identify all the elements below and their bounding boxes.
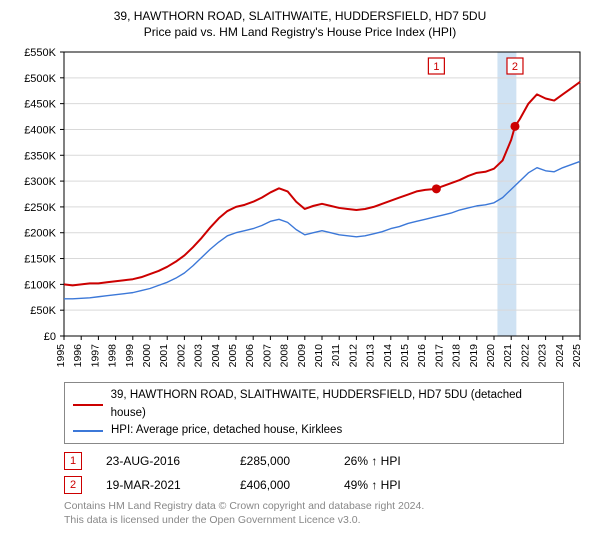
sale-date: 23-AUG-2016 bbox=[106, 454, 216, 468]
svg-text:2014: 2014 bbox=[382, 344, 394, 368]
sales-list: 1 23-AUG-2016 £285,000 26% ↑ HPI 2 19-MAR-202… bbox=[64, 452, 564, 494]
svg-text:2020: 2020 bbox=[485, 344, 497, 368]
svg-text:2010: 2010 bbox=[313, 344, 325, 368]
svg-text:£400K: £400K bbox=[24, 125, 56, 137]
legend-label: HPI: Average price, detached house, Kirk… bbox=[111, 422, 342, 439]
attribution-footer: Contains HM Land Registry data © Crown c… bbox=[64, 500, 564, 527]
sale-row: 1 23-AUG-2016 £285,000 26% ↑ HPI bbox=[64, 452, 564, 470]
svg-text:2000: 2000 bbox=[141, 344, 153, 368]
svg-text:£150K: £150K bbox=[24, 254, 56, 266]
svg-text:2013: 2013 bbox=[365, 344, 377, 368]
legend-label: 39, HAWTHORN ROAD, SLAITHWAITE, HUDDERSF… bbox=[111, 387, 555, 422]
svg-text:2001: 2001 bbox=[158, 344, 170, 368]
price-chart: £0 £50K £100K £150K £200K £250K £300K £350K £400… bbox=[10, 46, 590, 376]
title-line-1: 39, HAWTHORN ROAD, SLAITHWAITE, HUDDERSF… bbox=[10, 8, 590, 24]
svg-text:2008: 2008 bbox=[279, 344, 291, 368]
svg-text:2023: 2023 bbox=[537, 344, 549, 368]
svg-text:£50K: £50K bbox=[30, 306, 56, 318]
chart-container: £0 £50K £100K £150K £200K £250K £300K £350K £400… bbox=[10, 46, 590, 376]
legend-swatch bbox=[73, 404, 103, 406]
chart-title: 39, HAWTHORN ROAD, SLAITHWAITE, HUDDERSF… bbox=[10, 8, 590, 40]
svg-text:£300K: £300K bbox=[24, 176, 56, 188]
legend-swatch bbox=[73, 430, 103, 432]
legend-box: 39, HAWTHORN ROAD, SLAITHWAITE, HUDDERSF… bbox=[64, 382, 564, 444]
svg-text:£500K: £500K bbox=[24, 73, 56, 85]
svg-text:1995: 1995 bbox=[55, 344, 67, 368]
svg-text:2005: 2005 bbox=[227, 344, 239, 368]
svg-text:2007: 2007 bbox=[261, 344, 273, 368]
svg-text:1999: 1999 bbox=[124, 344, 136, 368]
svg-text:2012: 2012 bbox=[347, 344, 359, 368]
sale-price: £406,000 bbox=[240, 478, 320, 492]
sale-number-box: 2 bbox=[64, 476, 82, 494]
svg-text:£350K: £350K bbox=[24, 151, 56, 163]
title-line-2: Price paid vs. HM Land Registry's House … bbox=[10, 24, 590, 40]
sale-date: 19-MAR-2021 bbox=[106, 478, 216, 492]
legend-row: 39, HAWTHORN ROAD, SLAITHWAITE, HUDDERSF… bbox=[73, 387, 555, 422]
svg-text:2019: 2019 bbox=[468, 344, 480, 368]
svg-text:2006: 2006 bbox=[244, 344, 256, 368]
sale-number-box: 1 bbox=[64, 452, 82, 470]
svg-text:2021: 2021 bbox=[502, 344, 514, 368]
sale-price: £285,000 bbox=[240, 454, 320, 468]
svg-text:2011: 2011 bbox=[330, 344, 342, 367]
svg-text:1998: 1998 bbox=[107, 344, 119, 368]
svg-text:2015: 2015 bbox=[399, 344, 411, 368]
svg-text:2: 2 bbox=[512, 61, 518, 73]
legend-row: HPI: Average price, detached house, Kirk… bbox=[73, 422, 555, 439]
sale-row: 2 19-MAR-2021 £406,000 49% ↑ HPI bbox=[64, 476, 564, 494]
svg-text:£100K: £100K bbox=[24, 280, 56, 292]
svg-text:1997: 1997 bbox=[89, 344, 101, 368]
sale-pct: 26% ↑ HPI bbox=[344, 454, 444, 468]
svg-text:2002: 2002 bbox=[175, 344, 187, 368]
svg-text:2016: 2016 bbox=[416, 344, 428, 368]
svg-text:£450K: £450K bbox=[24, 99, 56, 111]
svg-text:£0: £0 bbox=[44, 331, 56, 343]
sale-pct: 49% ↑ HPI bbox=[344, 478, 444, 492]
footer-line-2: This data is licensed under the Open Gov… bbox=[64, 514, 564, 528]
svg-text:2018: 2018 bbox=[451, 344, 463, 368]
svg-text:2022: 2022 bbox=[519, 344, 531, 368]
svg-text:2003: 2003 bbox=[193, 344, 205, 368]
svg-text:2017: 2017 bbox=[433, 344, 445, 368]
svg-text:2009: 2009 bbox=[296, 344, 308, 368]
svg-text:2024: 2024 bbox=[554, 344, 566, 368]
svg-text:1: 1 bbox=[433, 61, 439, 73]
svg-text:£250K: £250K bbox=[24, 202, 56, 214]
svg-text:1996: 1996 bbox=[72, 344, 84, 368]
svg-text:£200K: £200K bbox=[24, 228, 56, 240]
svg-text:2025: 2025 bbox=[571, 344, 583, 368]
svg-text:£550K: £550K bbox=[24, 47, 56, 59]
svg-text:2004: 2004 bbox=[210, 344, 222, 368]
footer-line-1: Contains HM Land Registry data © Crown c… bbox=[64, 500, 564, 514]
